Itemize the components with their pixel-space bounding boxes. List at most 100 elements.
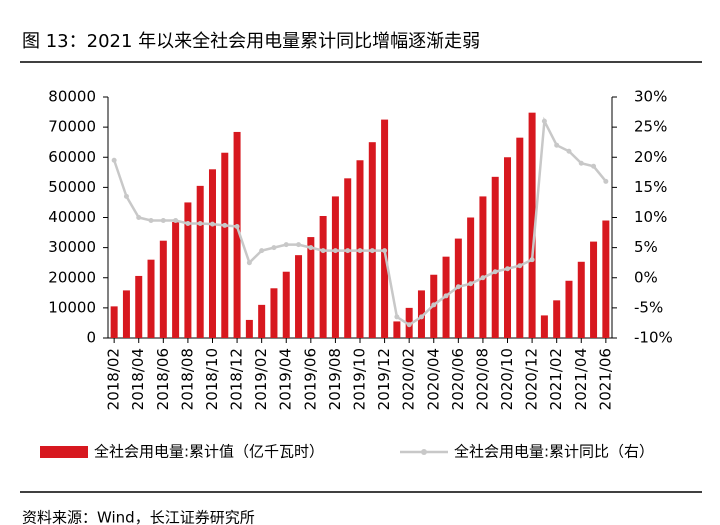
bar [590, 241, 598, 338]
x-tick-label: 2020/10 [498, 348, 516, 410]
bar [159, 240, 167, 338]
bar [270, 288, 278, 338]
y-tick-label: 50000 [48, 178, 96, 196]
line-marker [357, 248, 363, 254]
line-marker [136, 215, 142, 220]
y-tick-label: 70000 [48, 118, 96, 136]
line-marker [246, 260, 252, 266]
bar [307, 237, 315, 338]
legend-label: 全社会用电量:累计同比（右） [454, 443, 654, 461]
line-marker [345, 248, 351, 254]
line-marker [222, 222, 228, 228]
line-marker [111, 157, 117, 163]
bar [110, 306, 118, 338]
source: 资料来源：Wind，长江证券研究所 [22, 509, 255, 525]
line-marker [209, 221, 215, 227]
line-marker [283, 242, 289, 248]
bar [467, 217, 475, 338]
line-marker [455, 284, 461, 290]
bar [540, 315, 548, 338]
y2-tick-label: 5% [634, 238, 658, 256]
y-tick-label: 40000 [48, 208, 96, 226]
bar [344, 178, 352, 338]
bar [135, 275, 143, 338]
line-marker [296, 242, 302, 248]
line-marker [406, 322, 412, 328]
legend-swatch [421, 449, 427, 455]
bar [196, 185, 204, 338]
bar [331, 196, 339, 338]
legend-swatch [40, 446, 88, 458]
line-marker [320, 248, 326, 254]
line-marker [148, 218, 154, 224]
x-tick-label: 2019/10 [351, 348, 369, 410]
line-marker [173, 218, 179, 224]
line-marker [234, 224, 240, 230]
bar [258, 304, 266, 338]
line-marker [529, 257, 535, 263]
line-marker [505, 266, 511, 272]
line-marker [591, 163, 597, 169]
line-marker [369, 248, 375, 254]
bar [553, 300, 561, 338]
line-marker [185, 221, 191, 227]
bar [381, 119, 389, 338]
x-tick-label: 2020/12 [523, 348, 541, 410]
x-tick-label: 2018/08 [178, 348, 196, 410]
x-tick-label: 2019/06 [301, 348, 319, 410]
legend-label: 全社会用电量:累计值（亿千瓦时） [94, 443, 324, 461]
bar [221, 152, 229, 338]
y2-tick-label: 10% [634, 208, 667, 226]
line-marker [554, 142, 560, 148]
bar [233, 131, 241, 338]
line-marker [259, 248, 265, 254]
bar [504, 157, 512, 338]
bar [208, 169, 216, 338]
x-tick-label: 2020/06 [449, 348, 467, 410]
x-tick-label: 2018/06 [154, 348, 172, 410]
line-marker [382, 248, 388, 254]
x-tick-label: 2020/08 [473, 348, 491, 410]
line-marker [123, 193, 129, 199]
x-tick-label: 2018/12 [228, 348, 246, 410]
x-tick-label: 2020/02 [400, 348, 418, 410]
bar [393, 321, 401, 338]
x-tick-label: 2019/08 [326, 348, 344, 410]
bar [295, 255, 303, 338]
y-tick-label: 20000 [48, 268, 96, 286]
x-tick-label: 2021/04 [572, 348, 590, 410]
line-marker [160, 218, 166, 224]
line-marker [394, 314, 400, 320]
x-tick-label: 2018/02 [105, 348, 123, 410]
y-tick-label: 30000 [48, 238, 96, 256]
bar [245, 319, 253, 338]
x-tick-label: 2019/02 [252, 348, 270, 410]
x-tick-label: 2018/04 [129, 348, 147, 410]
bar [516, 137, 524, 338]
x-tick-label: 2020/04 [424, 348, 442, 410]
line-marker [603, 178, 609, 184]
x-tick-label: 2019/04 [277, 348, 295, 410]
bar [602, 220, 610, 338]
line-marker [492, 269, 498, 275]
line-marker [578, 160, 584, 166]
y-tick-label: 0 [86, 329, 96, 347]
bar [417, 290, 425, 338]
line-marker [468, 281, 474, 287]
x-tick-label: 2018/10 [203, 348, 221, 410]
y-tick-label: 10000 [48, 298, 96, 316]
bar [122, 290, 130, 338]
line-marker [431, 302, 437, 308]
line-marker [332, 248, 338, 254]
bar [368, 142, 376, 338]
x-tick-label: 2019/12 [375, 348, 393, 410]
y2-tick-label: 25% [634, 118, 667, 136]
line-marker [197, 221, 203, 227]
line-marker [517, 263, 523, 269]
bar [479, 196, 487, 338]
bar [147, 259, 155, 338]
x-tick-label: 2021/02 [547, 348, 565, 410]
bar [172, 222, 180, 338]
line-marker [271, 245, 277, 251]
